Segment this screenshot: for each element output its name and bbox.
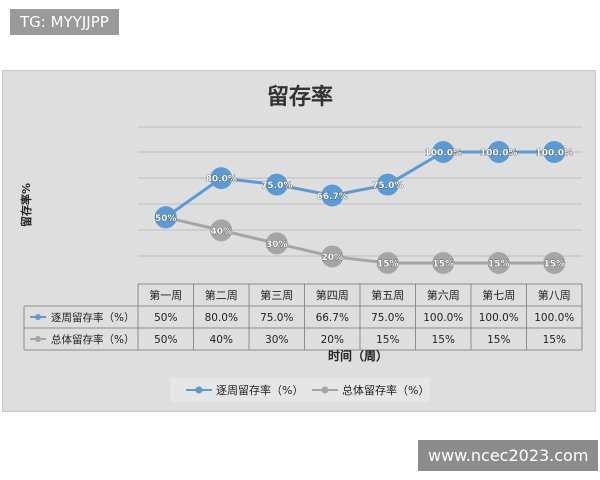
series-points: 50%40%30%20%15%15%15%15%50%80.0%75.0%66.… [155, 141, 573, 274]
table-cell: 15% [543, 334, 566, 346]
table-header-cell: 第三周 [260, 288, 293, 302]
table-cell: 50% [154, 334, 177, 346]
data-point [432, 252, 455, 274]
data-label: 15% [377, 260, 399, 270]
x-axis-label: 时间（周） [328, 348, 388, 363]
watermark-bottom: www.ncec2023.com [418, 440, 599, 471]
data-point [154, 206, 177, 229]
data-label: 75.0% [372, 181, 403, 191]
table-cell: 15% [432, 334, 455, 346]
data-label: 15% [543, 260, 565, 270]
table-header-cell: 第二周 [205, 288, 238, 302]
table-row-header: 逐周留存率（%） [51, 311, 134, 324]
table-cell: 66.7% [316, 312, 349, 324]
legend-box [170, 378, 430, 402]
table-header-cell: 第四周 [316, 288, 349, 302]
table-cell: 15% [487, 334, 510, 346]
data-point [376, 173, 399, 196]
data-point [321, 245, 344, 268]
data-label: 75.0% [261, 181, 292, 191]
table-cell: 80.0% [205, 312, 238, 324]
data-label: 15% [488, 260, 510, 270]
data-label: 66.7% [317, 192, 348, 202]
data-point [432, 141, 455, 163]
legend-marker [195, 386, 203, 394]
table-cell: 40% [210, 334, 233, 346]
data-point [487, 252, 510, 274]
data-label: 30% [266, 240, 288, 250]
data-point [321, 184, 344, 207]
table-row-header: 总体留存率（%） [51, 333, 134, 346]
data-point [543, 252, 566, 274]
table-legend-marker [35, 336, 41, 342]
table-cell: 75.0% [371, 312, 404, 324]
table-cell: 50% [154, 312, 177, 324]
data-point [265, 232, 288, 255]
table-header-cell: 第五周 [371, 288, 404, 302]
data-label: 40% [210, 227, 232, 237]
legend-marker [321, 386, 329, 394]
data-label: 50% [155, 214, 177, 224]
data-point [210, 219, 233, 242]
table-cell: 75.0% [260, 312, 293, 324]
legend-label: 逐周留存率（%） [216, 383, 303, 397]
chart-title: 留存率 [267, 84, 333, 110]
data-label: 100.0% [536, 149, 574, 159]
data-point [487, 141, 510, 163]
table-header-cell: 第一周 [149, 288, 182, 302]
legend: 逐周留存率（%） 总体留存率（%） [170, 378, 430, 402]
table-header-cell: 第八周 [538, 288, 571, 302]
data-label: 100.0% [425, 149, 463, 159]
data-label: 80.0% [206, 175, 237, 185]
data-point [265, 173, 288, 196]
table-header-cell: 第六周 [427, 288, 460, 302]
data-point [543, 141, 566, 163]
y-axis-label: 留存率% [19, 183, 33, 227]
legend-label: 总体留存率（%） [342, 383, 429, 397]
table-header-cell: 第七周 [482, 288, 515, 302]
table-cell: 100.0% [534, 312, 574, 324]
table-cell: 30% [265, 334, 288, 346]
data-label: 100.0% [480, 149, 518, 159]
data-point [376, 252, 399, 274]
table-cell: 15% [376, 334, 399, 346]
table-cell: 100.0% [423, 312, 463, 324]
table-cell: 20% [321, 334, 344, 346]
table-legend-marker [35, 314, 41, 320]
watermark-top: TG: MYYJJPP [10, 9, 119, 35]
data-label: 20% [321, 253, 343, 263]
data-label: 15% [432, 260, 454, 270]
table-cell: 100.0% [479, 312, 519, 324]
data-point [210, 167, 233, 190]
